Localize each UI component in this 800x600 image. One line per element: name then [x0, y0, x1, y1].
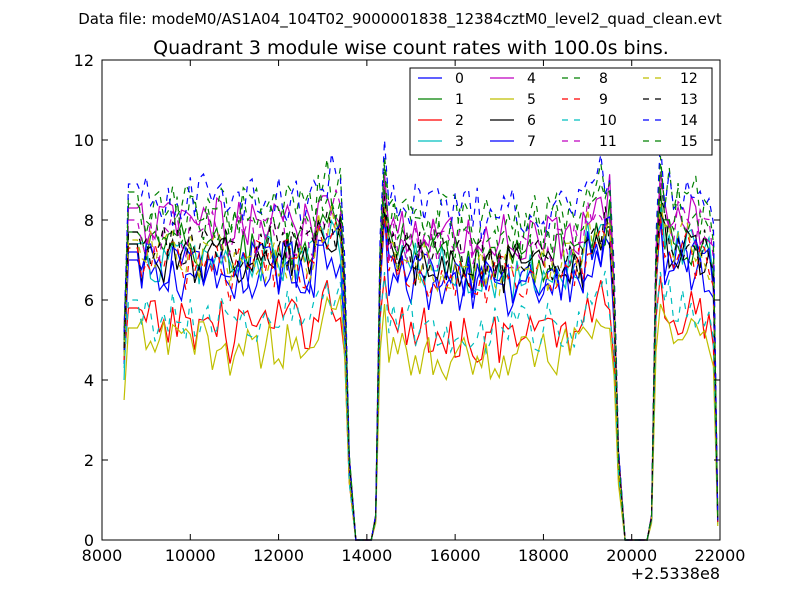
series-line-10 — [123, 270, 719, 541]
legend-label-9: 9 — [599, 92, 608, 108]
x-tick-label: 8000 — [82, 546, 123, 565]
legend-label-14: 14 — [680, 113, 698, 129]
legend-label-11: 11 — [599, 134, 617, 150]
x-tick-label: 14000 — [341, 546, 392, 565]
series-line-1 — [123, 187, 719, 541]
legend-label-2: 2 — [455, 113, 464, 129]
y-tick-label: 12 — [74, 51, 94, 70]
series-line-7 — [123, 215, 719, 541]
legend-label-5: 5 — [527, 92, 536, 108]
legend-frame — [409, 67, 713, 156]
x-tick-label: 20000 — [606, 546, 657, 565]
y-tick-label: 4 — [84, 371, 94, 390]
legend-label-3: 3 — [455, 134, 464, 150]
legend-label-12: 12 — [680, 71, 698, 87]
series-line-4 — [123, 171, 719, 541]
series-line-12 — [123, 203, 719, 541]
series-line-14 — [123, 139, 719, 541]
series-line-13 — [123, 195, 719, 541]
series-line-15 — [123, 163, 719, 541]
legend-label-4: 4 — [527, 71, 536, 87]
y-tick-label: 0 — [84, 531, 94, 550]
legend-label-7: 7 — [527, 134, 536, 150]
legend-label-8: 8 — [599, 71, 608, 87]
x-axis: 8000 10000 12000 14000 16000 18000 20000 22000 — [82, 60, 746, 565]
series-line-3 — [123, 203, 719, 541]
y-tick-label: 2 — [84, 451, 94, 470]
x-tick-label: 18000 — [518, 546, 569, 565]
x-offset-label: +2.5338e8 — [631, 564, 720, 583]
x-tick-label: 10000 — [165, 546, 216, 565]
y-tick-label: 6 — [84, 291, 94, 310]
chart-title: Quadrant 3 module wise count rates with … — [153, 37, 669, 59]
data-file-suptitle: Data file: modeM0/AS1A04_104T02_90000018… — [78, 10, 722, 29]
series-line-0 — [123, 207, 719, 541]
series-line-11 — [123, 179, 719, 541]
legend-label-10: 10 — [599, 113, 617, 129]
x-tick-label: 16000 — [430, 546, 481, 565]
series-layer — [123, 139, 719, 541]
legend-label-13: 13 — [680, 92, 698, 108]
legend-label-6: 6 — [527, 113, 536, 129]
legend-label-0: 0 — [455, 71, 464, 87]
series-line-5 — [123, 294, 719, 541]
x-tick-label: 12000 — [253, 546, 304, 565]
y-tick-label: 10 — [74, 131, 94, 150]
y-tick-label: 8 — [84, 211, 94, 230]
series-line-2 — [123, 275, 719, 541]
x-tick-label: 22000 — [695, 546, 746, 565]
legend-label-15: 15 — [680, 134, 698, 150]
series-line-8 — [123, 155, 719, 541]
legend-label-1: 1 — [455, 92, 464, 108]
